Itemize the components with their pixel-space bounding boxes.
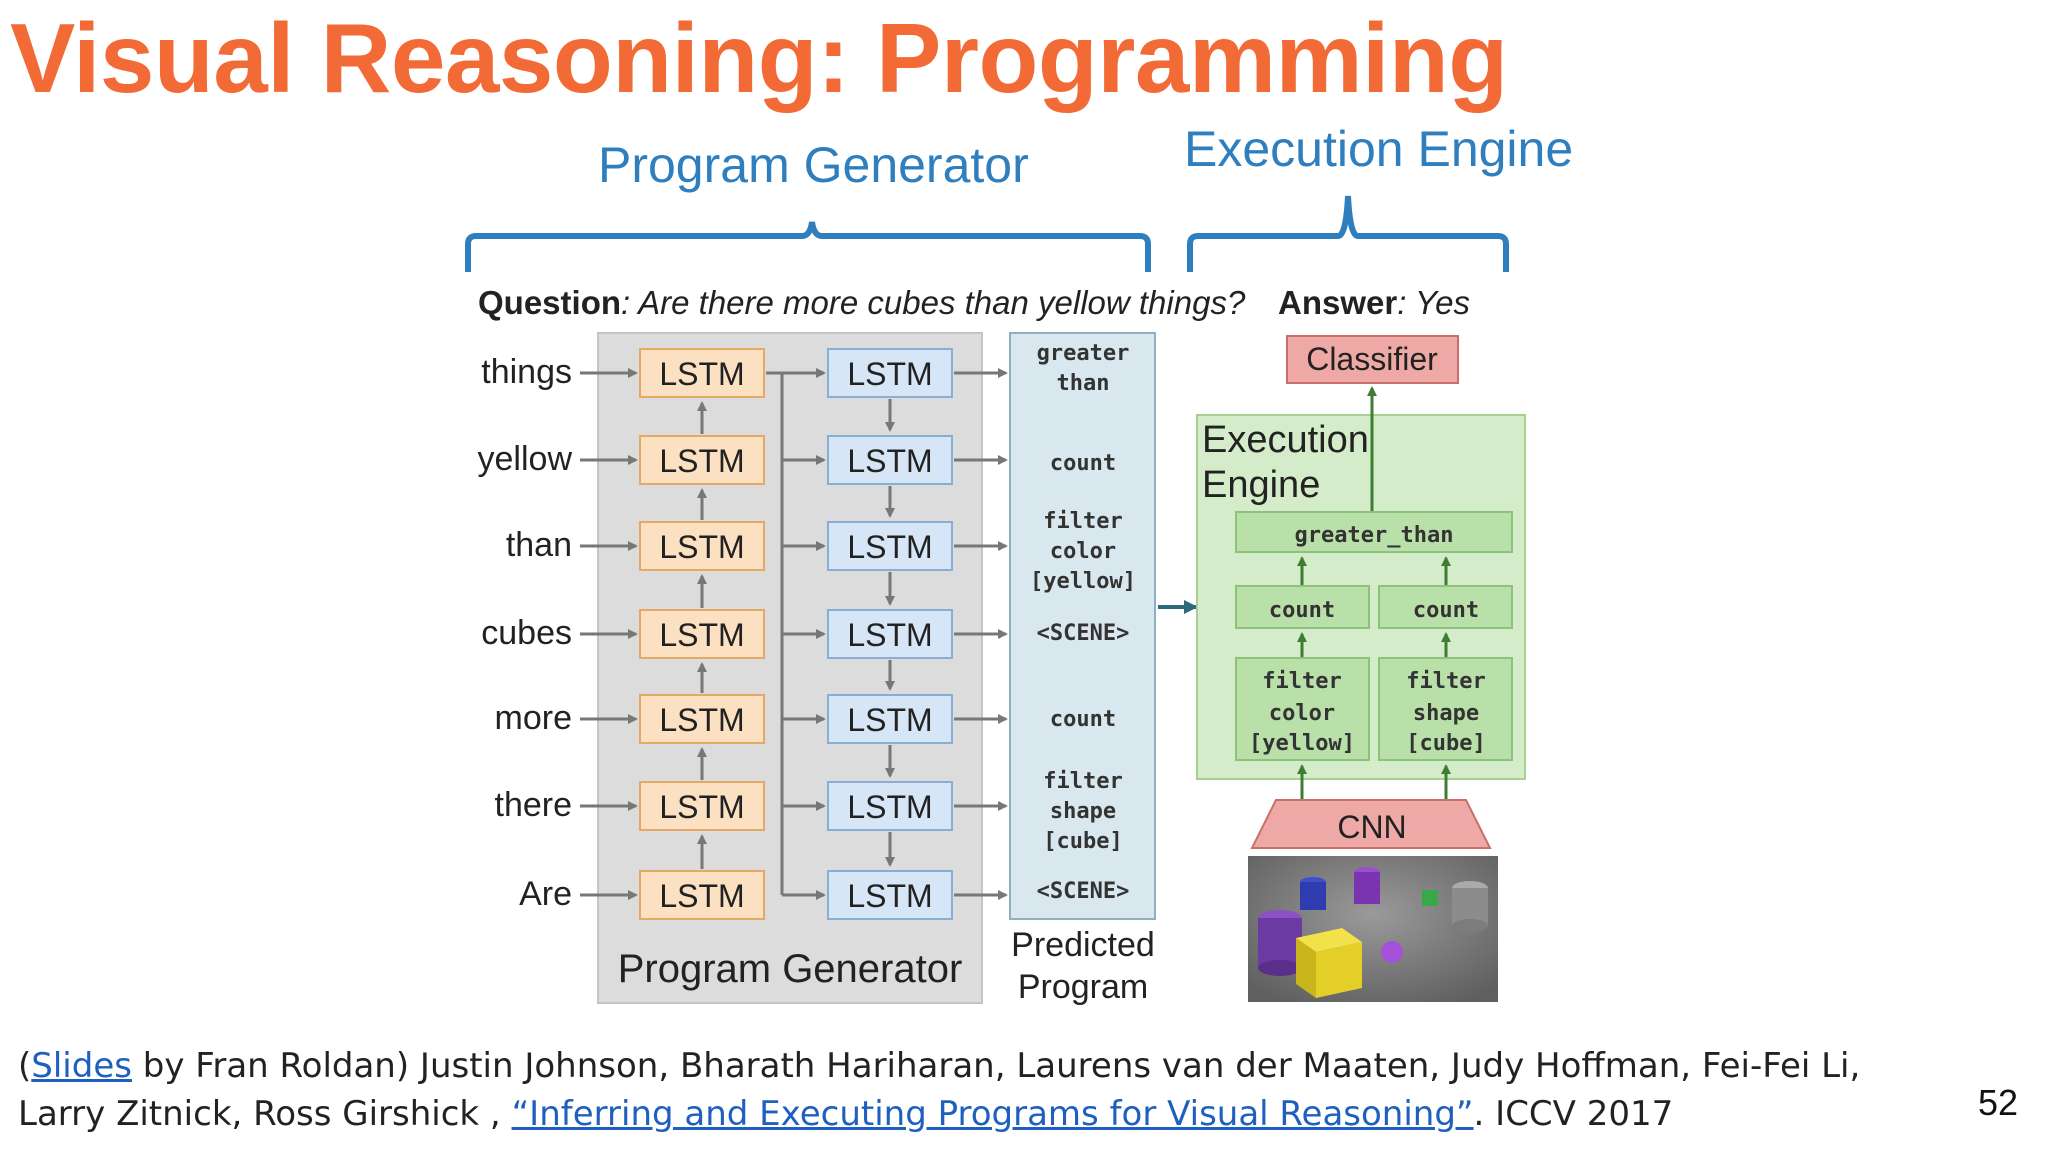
lstm-encoder-label-0: LSTM [659,356,744,392]
svg-text:color: color [1269,701,1335,726]
program-generator-label: Program Generator [618,947,963,991]
cnn-label: CNN [1337,809,1406,845]
lstm-encoder-3 [639,609,765,659]
brace-label-execution-engine: Execution Engine [1184,121,1574,177]
brace-execution-engine [1187,195,1509,272]
svg-text:[yellow]: [yellow] [1249,731,1355,756]
input-word-2: than [506,526,572,564]
scene-image [1248,856,1498,1002]
svg-text:filter: filter [1262,669,1341,694]
caption-text-1: by Fran Roldan) Justin Johnson, Bharath … [18,1046,1861,1134]
question-text: : Are there more cubes than yellow thing… [621,284,1246,321]
answer-text: : Yes [1397,284,1470,321]
lstm-decoder-label-0: LSTM [847,356,932,392]
lstm-decoder-label-1: LSTM [847,443,932,479]
program-token-5-2: [cube] [1043,829,1122,854]
lstm-decoder-label-2: LSTM [847,529,932,565]
lstm-decoder-label-4: LSTM [847,702,932,738]
citation-caption: (Slides by Fran Roldan) Justin Johnson, … [18,1042,1888,1138]
lstm-encoder-4 [639,694,765,744]
input-word-5: there [495,786,573,824]
module-filter-shape [1378,657,1513,761]
input-word-0: things [481,353,572,391]
module-count-right [1378,585,1513,629]
question-prefix: Question [478,284,621,321]
brace-label-program-generator: Program Generator [598,137,1029,193]
slides-link[interactable]: Slides [31,1046,132,1086]
lstm-encoder-label-6: LSTM [659,878,744,914]
lstm-decoder-label-6: LSTM [847,878,932,914]
predicted-program-label-1: Predicted [1011,926,1155,964]
caption-text-2: . ICCV 2017 [1473,1094,1674,1134]
lstm-decoder-3 [827,609,953,659]
classifier-label: Classifier [1306,341,1438,377]
cnn-block [1250,799,1492,849]
module-greater-than-label: greater_than [1295,523,1454,548]
module-filter-color [1235,657,1370,761]
module-count-left-label: count [1269,598,1335,623]
svg-text:[cube]: [cube] [1406,731,1485,756]
svg-text:filter: filter [1406,669,1485,694]
program-token-5-1: shape [1050,799,1116,824]
lstm-decoder-1 [827,435,953,485]
program-token-6-0: <SCENE> [1037,879,1130,904]
program-token-1-0: count [1050,451,1116,476]
lstm-encoder-2 [639,521,765,571]
program-token-2-2: [yellow] [1030,569,1136,594]
lstm-encoder-label-3: LSTM [659,617,744,653]
execution-engine-label-1: Execution [1202,419,1369,461]
brace-program-generator [465,221,1151,272]
svg-text:shape: shape [1413,701,1479,726]
module-count-left [1235,585,1370,629]
lstm-encoder-label-5: LSTM [659,789,744,825]
program-token-0-0: greater [1037,341,1130,366]
slide-title: Visual Reasoning: Programming [10,3,1508,113]
program-token-3-0: <SCENE> [1037,621,1130,646]
page-number: 52 [1977,1082,2018,1123]
answer-line: Answer: Yes [1278,284,1470,321]
lstm-decoder-0 [827,348,953,398]
input-word-4: more [495,699,572,737]
predicted-program-label-2: Program [1018,968,1148,1006]
answer-prefix: Answer [1278,284,1397,321]
predicted-program-panel [1009,332,1156,920]
program-token-5-0: filter [1043,769,1122,794]
program-token-2-0: filter [1043,509,1122,534]
input-word-1: yellow [478,440,573,478]
question-line: Question: Are there more cubes than yell… [478,284,1246,321]
lstm-decoder-4 [827,694,953,744]
lstm-encoder-label-2: LSTM [659,529,744,565]
input-word-6: Are [519,875,572,913]
lstm-encoder-6 [639,870,765,920]
lstm-decoder-label-3: LSTM [847,617,932,653]
lstm-decoder-label-5: LSTM [847,789,932,825]
classifier-box [1286,335,1459,384]
program-token-2-1: color [1050,539,1116,564]
module-count-right-label: count [1413,598,1479,623]
lstm-encoder-0 [639,348,765,398]
lstm-encoder-1 [639,435,765,485]
program-token-0-1: than [1057,371,1110,396]
lstm-decoder-6 [827,870,953,920]
execution-engine-label-2: Engine [1202,464,1320,506]
paper-link[interactable]: “Inferring and Executing Programs for Vi… [511,1094,1474,1134]
module-greater-than [1235,511,1513,553]
lstm-decoder-5 [827,781,953,831]
lstm-encoder-5 [639,781,765,831]
caption-open-paren: ( [18,1046,32,1086]
input-word-3: cubes [481,614,572,652]
lstm-encoder-label-1: LSTM [659,443,744,479]
lstm-decoder-2 [827,521,953,571]
program-token-4-0: count [1050,707,1116,732]
lstm-encoder-label-4: LSTM [659,702,744,738]
